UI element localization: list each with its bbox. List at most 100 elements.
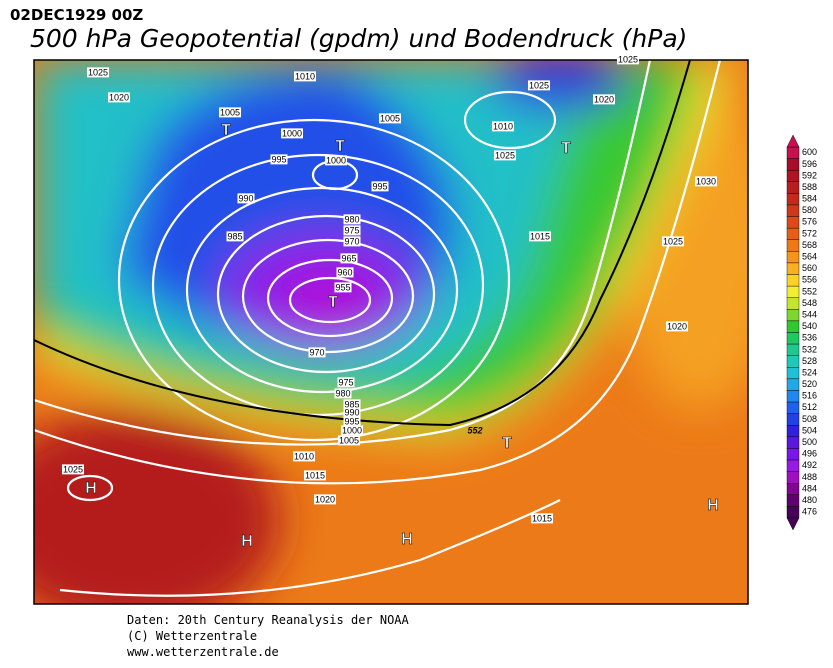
colorbar-label: 492 <box>802 460 817 470</box>
isobar-label: 955 <box>335 282 350 292</box>
isobar-label: 1030 <box>696 176 716 186</box>
isobar-label: 965 <box>341 253 356 263</box>
isobar-label-bg <box>334 282 352 293</box>
isobar-label-bg <box>665 321 689 332</box>
colorbar-label: 528 <box>802 356 817 366</box>
isobar-label: 1025 <box>495 150 515 160</box>
isobar-label: 1025 <box>529 80 549 90</box>
colorbar-swatch <box>786 506 800 519</box>
isobar-label-bg <box>340 253 358 264</box>
isobar-label-bg <box>336 267 354 278</box>
map-frame <box>33 59 749 605</box>
colorbar-label: 504 <box>802 425 817 435</box>
isobar-label: 995 <box>372 181 387 191</box>
isobar-label: 1015 <box>532 513 552 523</box>
isobar-label: 990 <box>238 193 253 203</box>
colorbar-label: 568 <box>802 240 817 250</box>
colorbar-label: 516 <box>802 391 817 401</box>
colorbar-swatch <box>786 285 800 298</box>
isobar-label: 1015 <box>530 231 550 241</box>
colorbar-label: 548 <box>802 298 817 308</box>
colorbar-swatch <box>786 425 800 438</box>
colorbar-label: 480 <box>802 495 817 505</box>
colorbar-label: 572 <box>802 228 817 238</box>
colorbar-label: 508 <box>802 414 817 424</box>
colorbar-arrow-top <box>786 134 800 148</box>
colorbar-swatch <box>786 239 800 252</box>
isobar-label: 1000 <box>326 155 346 165</box>
isobar-label-bg <box>592 94 616 105</box>
isobar-label: 1010 <box>294 451 314 461</box>
map-title: 500 hPa Geopotential (gpdm) und Bodendru… <box>30 24 687 53</box>
map-field <box>34 60 748 604</box>
colorbar-label: 484 <box>802 483 817 493</box>
isobar-label-bg <box>218 107 242 118</box>
isobar-label: 995 <box>344 416 359 426</box>
colorbar-swatch <box>786 181 800 194</box>
footer-line: (C) Wetterzentrale <box>127 629 257 643</box>
colorbar-label: 592 <box>802 170 817 180</box>
pressure-center: T <box>502 435 512 452</box>
colorbar-swatch <box>786 343 800 356</box>
colorbar-swatch <box>786 459 800 472</box>
colorbar-label: 556 <box>802 275 817 285</box>
isobar-label-bg <box>343 214 361 225</box>
isobar-label: 980 <box>335 388 350 398</box>
isobar-label: 975 <box>344 225 359 235</box>
colorbar-swatch <box>786 216 800 229</box>
isobar-label: 1025 <box>663 236 683 246</box>
isobar-label-bg <box>491 121 515 132</box>
isobar-label-bg <box>343 225 361 236</box>
colorbar-label: 532 <box>802 344 817 354</box>
contour-label: 552 <box>467 425 482 435</box>
colorbar-swatch <box>786 436 800 449</box>
isobar-label-bg <box>334 388 352 399</box>
colorbar-label: 596 <box>802 159 817 169</box>
isobar-label-bg <box>343 407 361 418</box>
isobar-label: 1010 <box>493 121 513 131</box>
isobar-label-bg <box>527 80 551 91</box>
isobar-label-bg <box>616 54 640 65</box>
isobar-label: 990 <box>344 407 359 417</box>
isobar-label-bg <box>337 377 355 388</box>
colorbar-label: 588 <box>802 182 817 192</box>
isobar-label: 1025 <box>88 67 108 77</box>
isobar-label: 985 <box>344 399 359 409</box>
colorbar-label: 520 <box>802 379 817 389</box>
isobar-label-bg <box>324 155 348 166</box>
pressure-center: H <box>401 531 413 548</box>
colorbar-swatch <box>786 227 800 240</box>
isobar-label-bg <box>694 176 718 187</box>
colorbar-label: 476 <box>802 507 817 517</box>
isobar-label: 995 <box>271 154 286 164</box>
pressure-center: H <box>241 533 253 550</box>
isobar-label: 970 <box>344 236 359 246</box>
colorbar-swatch <box>786 320 800 333</box>
isobar-label-bg <box>528 231 552 242</box>
isobar-label-bg <box>343 399 361 410</box>
colorbar-swatch <box>786 378 800 391</box>
pressure-center: T <box>328 294 338 311</box>
isobar-label-bg <box>292 451 316 462</box>
colorbar-swatch <box>786 494 800 507</box>
isobar-label-bg <box>343 236 361 247</box>
colorbar-swatch <box>786 483 800 496</box>
colorbar-swatch <box>786 297 800 310</box>
colorbar-label: 524 <box>802 367 817 377</box>
isobar-label-bg <box>270 154 288 165</box>
colorbar-label: 576 <box>802 217 817 227</box>
isobar-label-bg <box>107 92 131 103</box>
colorbar-swatch <box>786 169 800 182</box>
isobar-label: 1005 <box>380 113 400 123</box>
colorbar-label: 512 <box>802 402 817 412</box>
isobar-label-bg <box>86 67 110 78</box>
colorbar-swatch <box>786 401 800 414</box>
colorbar-swatch <box>786 262 800 275</box>
isobar-label-bg <box>308 347 326 358</box>
isobar-label-bg <box>303 470 327 481</box>
pressure-center: T <box>221 122 231 139</box>
isobar-label: 1005 <box>220 107 240 117</box>
isobar-label-bg <box>530 513 554 524</box>
isobar-label: 975 <box>338 377 353 387</box>
